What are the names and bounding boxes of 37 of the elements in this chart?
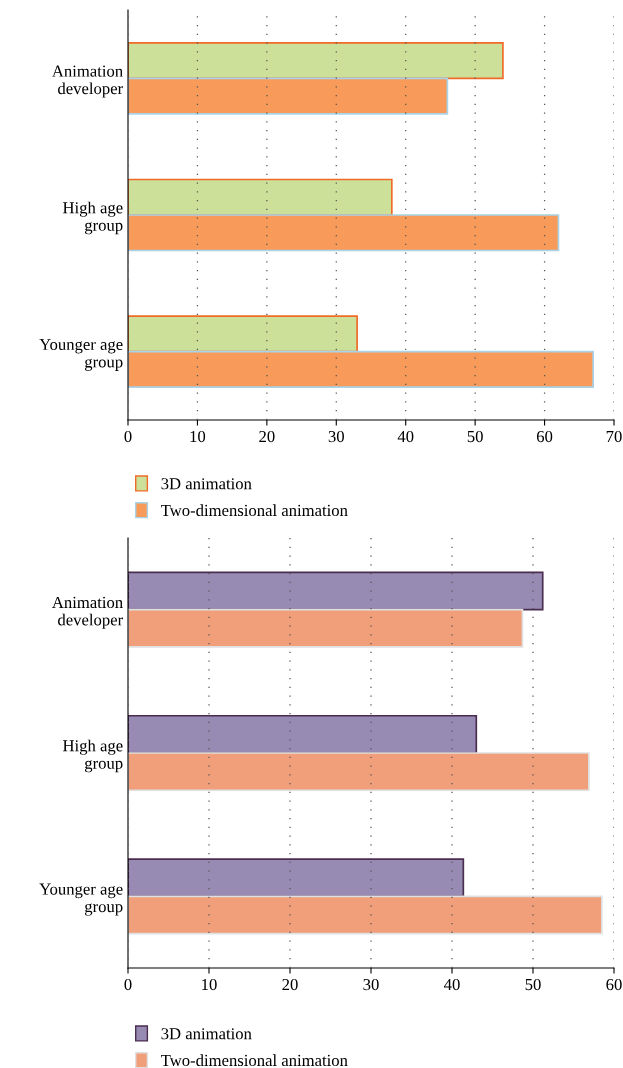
legend-label: 3D animation [161, 478, 252, 490]
y-tick-label: High age group [62, 201, 123, 235]
x-tick-label: 40 [397, 430, 414, 443]
y-tick-label: High age group [62, 739, 123, 773]
x-tick-label: 0 [124, 430, 132, 443]
legend-label: Two-dimensional animation [161, 1054, 348, 1067]
x-tick-label: 20 [259, 430, 275, 443]
legend-label: 3D animation [161, 1028, 252, 1040]
x-tick-label: 30 [363, 978, 379, 991]
x-tick-label: 60 [606, 978, 622, 991]
bar [128, 571, 544, 611]
bar [128, 214, 560, 252]
bar [128, 608, 524, 648]
x-tick-label: 70 [606, 430, 622, 443]
x-tick-label: 60 [536, 430, 553, 443]
x-tick-label: 10 [202, 978, 217, 991]
x-tick-label: 20 [282, 978, 298, 991]
bar [128, 41, 504, 80]
y-tick-label: Younger age group [39, 338, 123, 371]
y-tick-label: Animation developer [52, 596, 123, 629]
x-tick-label: 10 [190, 430, 206, 443]
x-tick-label: 0 [124, 978, 132, 991]
x-tick-label: 40 [443, 978, 460, 991]
y-tick-label: Animation developer [52, 65, 123, 98]
bar [128, 178, 393, 216]
bar [128, 752, 590, 792]
y-tick-label: Younger age group [39, 883, 123, 916]
legend-label: Two-dimensional animation [161, 504, 348, 517]
bar [128, 714, 478, 754]
x-tick-label: 50 [525, 978, 541, 991]
x-tick-label: 30 [328, 430, 344, 443]
bar [128, 77, 449, 115]
bar [128, 350, 595, 389]
x-tick-label: 50 [467, 430, 483, 443]
bar [128, 858, 465, 898]
bar [128, 315, 358, 353]
bar [128, 895, 603, 935]
